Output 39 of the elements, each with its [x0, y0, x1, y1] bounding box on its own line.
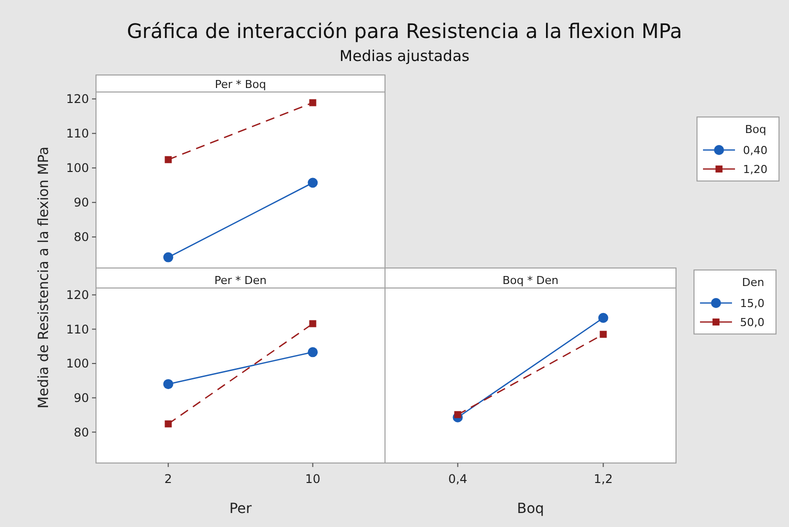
x-axis-title: Per [229, 501, 252, 517]
text: Per * Den [214, 274, 267, 287]
legend-label: 50,0 [740, 316, 764, 329]
x-tick-label: 1,2 [594, 472, 613, 486]
y-tick-label: 120 [66, 288, 89, 302]
x-tick-label: 0,4 [448, 472, 468, 486]
chart-title: Gráfica de interacción para Resistencia a la flexion MPa [126, 19, 682, 43]
point [598, 312, 608, 323]
y-tick-label: 110 [66, 322, 89, 336]
legend-label: 0,40 [743, 144, 768, 157]
point [309, 99, 316, 106]
legend-label: 1,20 [743, 162, 768, 176]
point [308, 178, 318, 188]
legend-title: Den [742, 276, 764, 289]
point [164, 420, 172, 428]
point [164, 156, 172, 164]
point [309, 320, 316, 328]
x-axis-title: Boq [516, 501, 544, 517]
point [454, 411, 462, 418]
chart-subtitle: Medias ajustadas [340, 47, 470, 65]
y-tick-label: 80 [74, 425, 89, 440]
legend-label: 15,0 [740, 296, 764, 310]
point [308, 347, 318, 358]
text: Boq * Den [502, 274, 559, 287]
y-tick-label: 100 [66, 356, 89, 371]
point [600, 330, 607, 338]
point [163, 252, 174, 262]
y-axis-title: Media de Resistencia a la flexion MPa [36, 146, 52, 408]
y-tick-label: 80 [74, 230, 89, 244]
legend-title: Boq [745, 123, 766, 136]
x-tick-label: 2 [164, 472, 172, 486]
y-tick-label: 90 [74, 391, 89, 406]
y-tick-label: 90 [74, 196, 89, 210]
y-tick-label: 100 [66, 161, 89, 176]
y-tick-label: 120 [66, 92, 89, 106]
y-tick-label: 110 [66, 126, 89, 141]
x-tick-label: 10 [305, 472, 320, 486]
point [163, 379, 174, 390]
text: Per * Boq [214, 78, 266, 91]
